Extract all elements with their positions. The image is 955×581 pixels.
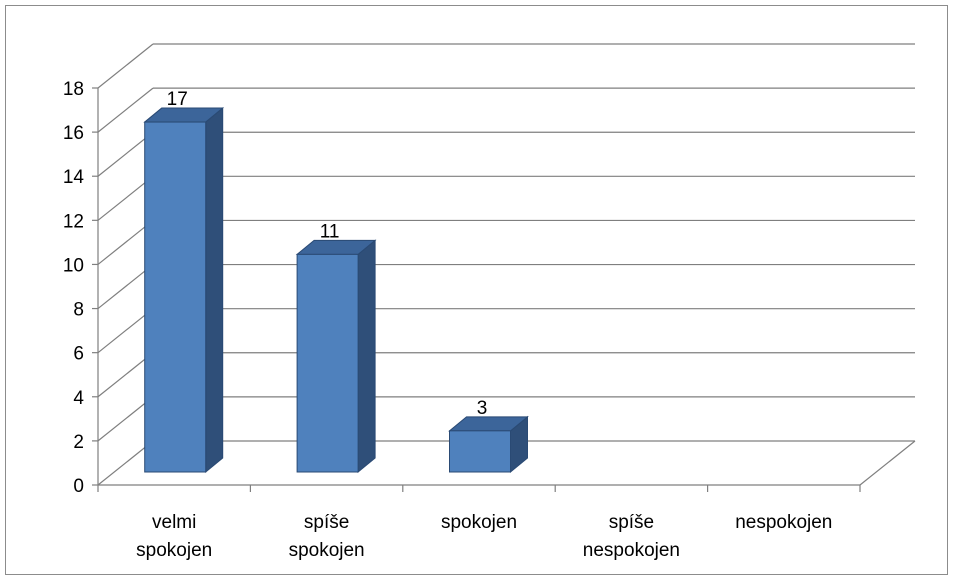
gridline-side: [97, 131, 154, 177]
y-tick-label: 2: [73, 432, 84, 453]
gridline-side: [97, 264, 154, 310]
bar: [144, 121, 207, 473]
gridline-side: [97, 43, 154, 89]
gridline-side: [97, 175, 154, 221]
y-tick-label: 0: [73, 476, 84, 497]
bar: [296, 253, 359, 473]
y-tick-label: 14: [63, 167, 85, 188]
floor-right-edge: [859, 440, 916, 486]
data-label: 17: [167, 89, 188, 110]
y-tick-label: 18: [63, 79, 84, 100]
y-tick-label: 16: [63, 123, 84, 144]
data-label: 11: [320, 221, 340, 242]
floor-left-edge: [97, 440, 154, 486]
gridline-side: [97, 308, 154, 354]
gridline-side: [97, 352, 154, 398]
gridline-side: [97, 87, 154, 133]
bar: [449, 430, 511, 473]
x-tick-label: spíše nespokojen: [583, 512, 680, 561]
x-tick-label: nespokojen: [735, 512, 832, 533]
y-tick-label: 12: [63, 211, 84, 232]
bar-side: [357, 239, 376, 474]
bar-side: [205, 106, 224, 474]
y-tick-label: 4: [73, 388, 84, 409]
data-label: 3: [477, 398, 488, 419]
gridline-side: [97, 396, 154, 442]
y-tick-label: 6: [73, 344, 84, 365]
y-tick-label: 8: [73, 300, 84, 321]
x-tick-label: velmi spokojen: [136, 512, 212, 561]
gridline-side: [97, 219, 154, 265]
x-tick-label: spokojen: [441, 512, 517, 533]
y-tick-label: 10: [63, 255, 84, 276]
x-tick-label: spíše spokojen: [289, 512, 365, 561]
